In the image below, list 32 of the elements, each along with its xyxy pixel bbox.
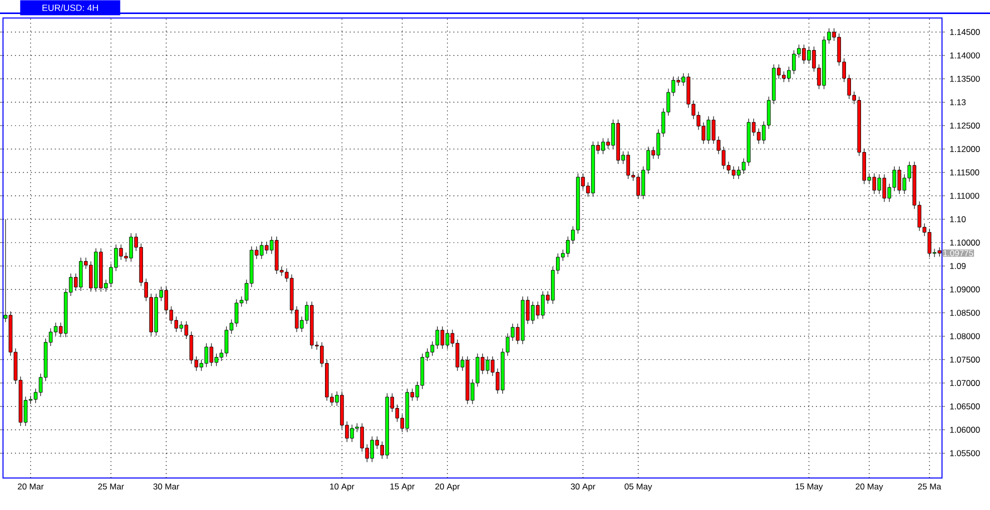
y-tick-label: 1.06500	[950, 403, 980, 410]
x-tick-label: 15 May	[796, 484, 823, 492]
x-tick-label: 20 Mar	[18, 484, 44, 490]
y-tick-label: 1.12500	[950, 122, 980, 129]
x-tick-label: 15 Apr	[390, 484, 415, 492]
x-tick-label: 25 Mar	[98, 484, 124, 490]
y-tick-label: 1.14500	[950, 29, 980, 36]
y-tick-label: 1.05500	[950, 450, 980, 456]
x-tick-label: 05 May	[624, 484, 652, 492]
x-tick-label: 20 Apr	[435, 484, 460, 492]
y-tick-label: 1.12000	[950, 146, 980, 152]
y-tick-label: 1.10000	[950, 240, 980, 246]
y-tick-label: 1.13500	[950, 76, 980, 82]
y-tick-label: 1.08500	[950, 310, 980, 316]
y-tick-label: 1.13	[950, 99, 966, 106]
y-tick-label: 1.08000	[950, 333, 980, 340]
y-tick-label: 1.06000	[950, 426, 980, 433]
x-tick-label: 10 Apr	[330, 484, 354, 492]
x-tick-label: 20 May	[856, 484, 884, 492]
x-tick-label: 30 Apr	[570, 484, 596, 492]
y-tick-label: 1.09	[950, 263, 966, 270]
y-tick-label: 1.11000	[950, 192, 980, 199]
y-tick-label: 1.10	[950, 216, 966, 222]
chart-title: EUR/USD: 4H	[42, 4, 98, 11]
x-tick-label: 30 Mar	[153, 484, 180, 490]
y-tick-label: 1.07500	[950, 356, 980, 363]
y-tick-label: 1.11500	[950, 169, 980, 176]
y-tick-label: 1.07000	[950, 380, 980, 386]
text: 1.09775	[943, 250, 974, 256]
x-tick-label: 25 Ma	[918, 484, 942, 490]
y-tick-label: 1.14000	[950, 52, 980, 58]
y-tick-label: 1.09000	[950, 286, 980, 292]
